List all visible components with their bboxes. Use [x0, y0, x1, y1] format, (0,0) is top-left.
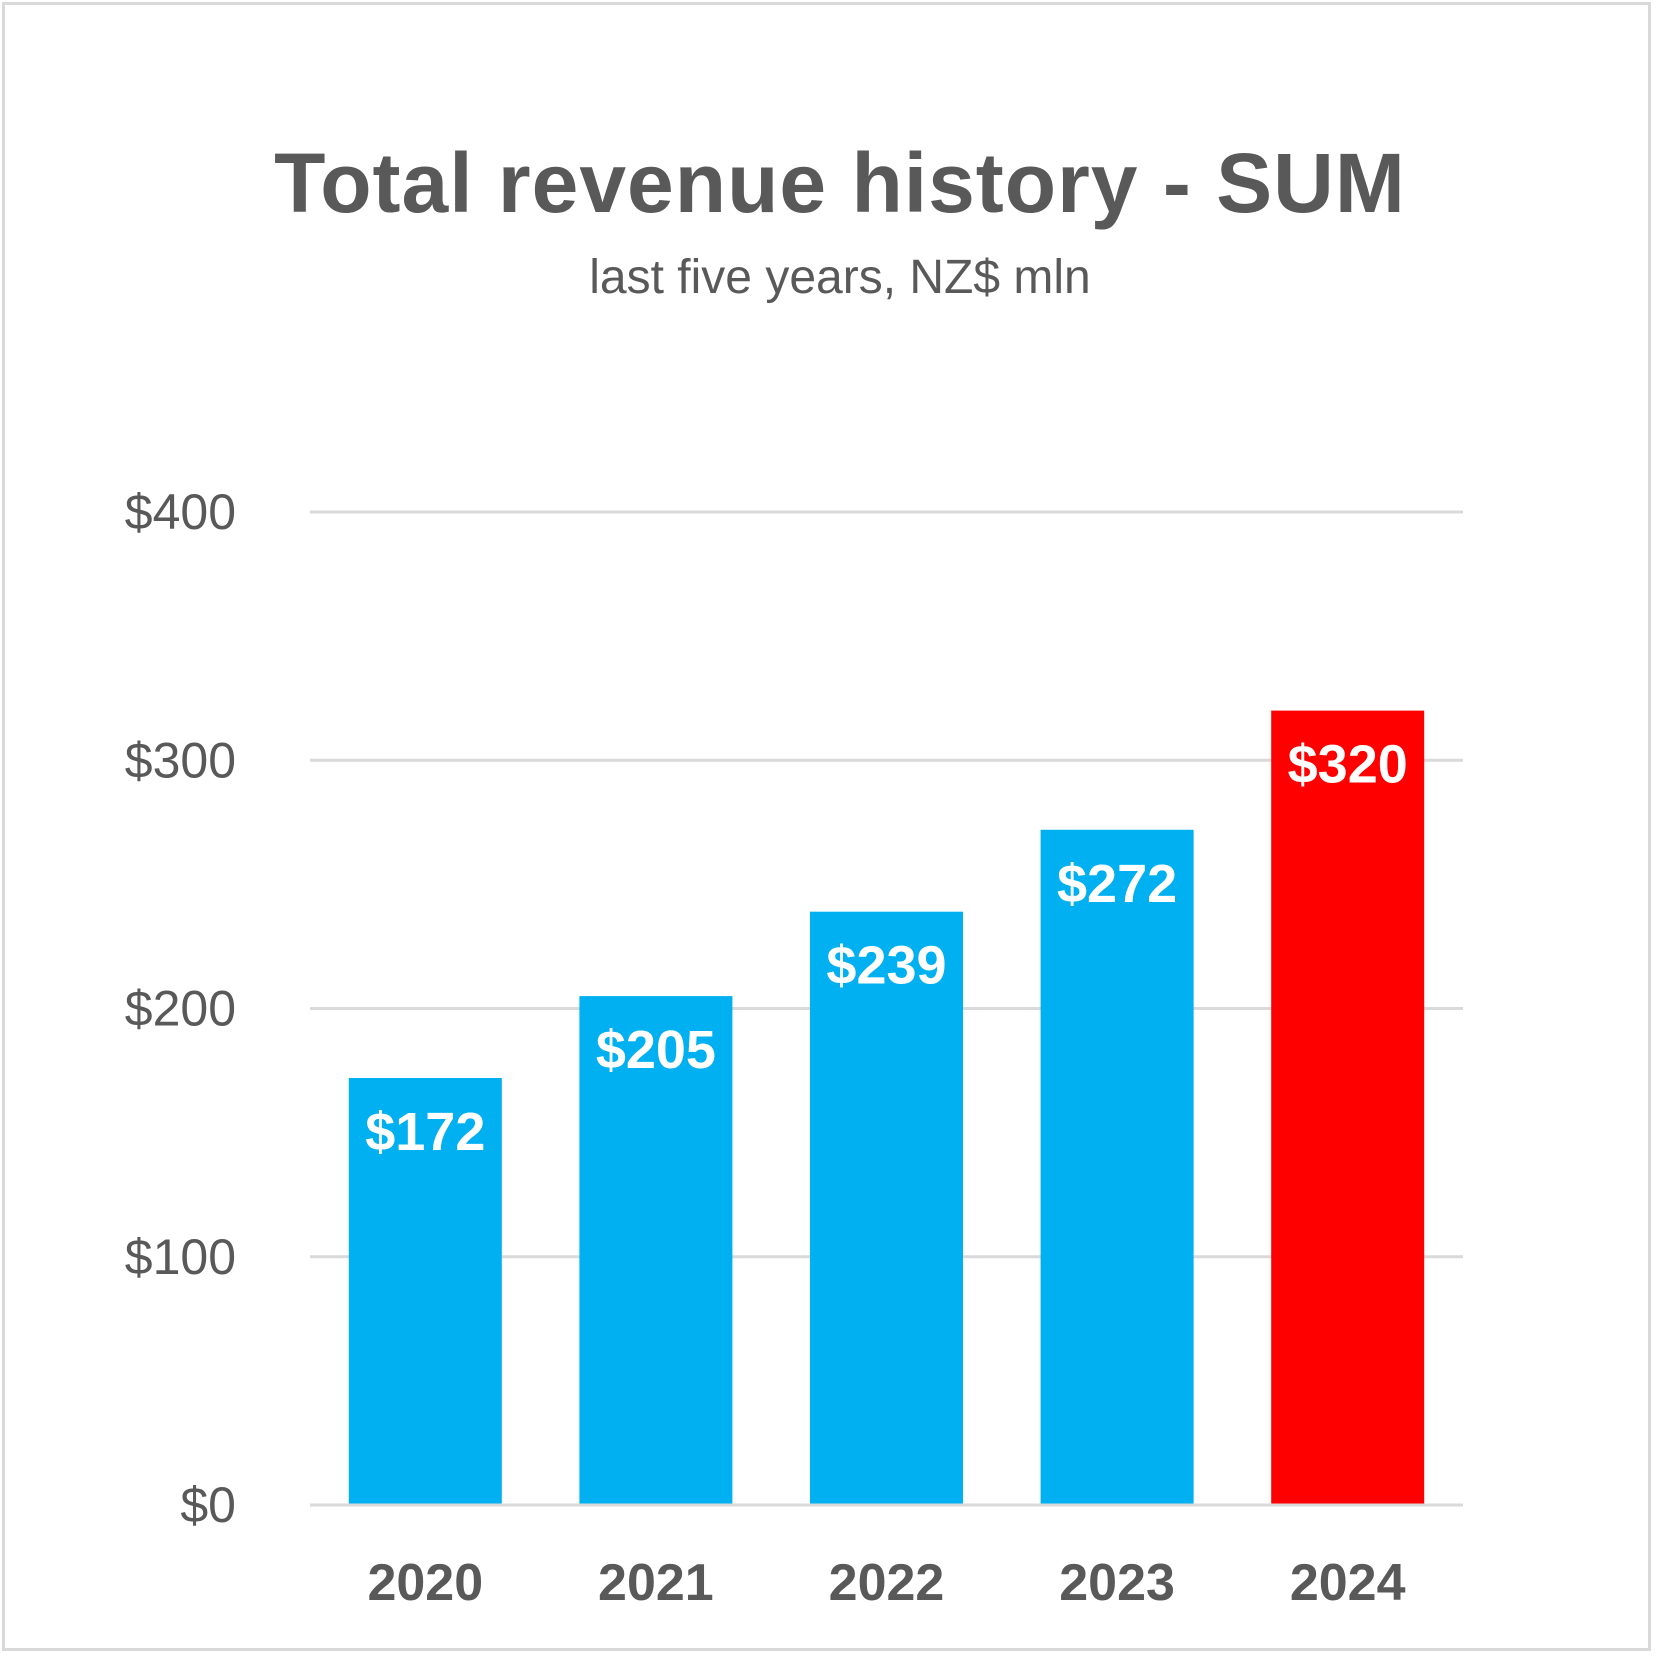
- bar-2020: [348, 1078, 502, 1505]
- x-tick-label: 2021: [598, 1554, 714, 1612]
- y-tick-label: $0: [180, 1477, 236, 1533]
- x-tick-label: 2022: [829, 1554, 945, 1612]
- data-label: $172: [365, 1102, 485, 1162]
- bar-2021: [579, 996, 733, 1505]
- y-tick-label: $300: [125, 732, 236, 788]
- y-tick-label: $100: [125, 1229, 236, 1285]
- y-tick-label: $400: [125, 484, 236, 540]
- data-label: $239: [826, 936, 946, 996]
- data-label: $205: [596, 1020, 716, 1080]
- data-label: $272: [1057, 854, 1177, 914]
- bar-2024: [1271, 710, 1425, 1505]
- y-tick-label: $200: [125, 981, 236, 1037]
- data-label: $320: [1288, 735, 1408, 795]
- chart-subtitle: last five years, NZ$ mln: [589, 251, 1091, 304]
- chart-title: Total revenue history - SUM: [274, 136, 1406, 230]
- x-tick-label: 2020: [367, 1554, 483, 1612]
- bar-2022: [810, 911, 963, 1505]
- bar-2023: [1040, 829, 1194, 1505]
- x-tick-label: 2024: [1290, 1554, 1406, 1612]
- x-tick-label: 2023: [1059, 1554, 1175, 1612]
